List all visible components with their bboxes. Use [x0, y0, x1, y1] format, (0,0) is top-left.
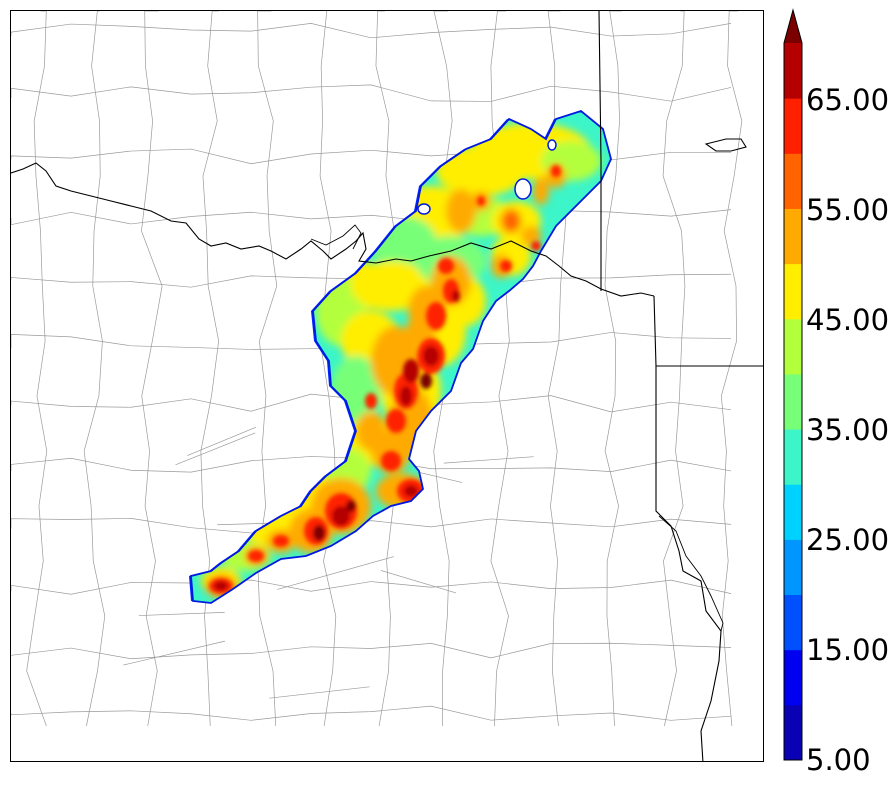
reflectivity-cell [356, 411, 386, 451]
county-line [490, 11, 510, 727]
state-boundaries [11, 11, 763, 761]
county-line [11, 23, 732, 39]
reflectivity-core [500, 260, 512, 272]
reflectivity-core [404, 485, 418, 497]
reflectivity-core [400, 386, 412, 406]
county-line [547, 11, 569, 727]
reflectivity-core [531, 241, 541, 251]
colorbar-label-45: 45.00 [806, 303, 890, 337]
colorbar-segment [784, 373, 802, 430]
county-line [269, 686, 370, 699]
reflectivity-core [420, 373, 432, 389]
reflectivity-cell [533, 177, 549, 205]
reflectivity-core [313, 525, 325, 541]
colorbar-segment [784, 208, 802, 265]
reflectivity-core [403, 359, 419, 383]
reflectivity-core [381, 451, 401, 471]
county-line [200, 11, 220, 727]
colorbar-segment [784, 429, 802, 485]
colorbar-segment [784, 43, 802, 99]
county-line [662, 11, 686, 727]
reflectivity-core [214, 581, 228, 591]
county-line [257, 11, 278, 727]
county-line [380, 570, 457, 594]
colorbar-segment [784, 539, 802, 596]
reflectivity-core [248, 550, 264, 562]
county-line [11, 642, 732, 660]
colorbar-segment [784, 153, 802, 209]
colorbar-segment [784, 263, 802, 320]
colorbar-segment [784, 704, 802, 761]
colorbar-segment [784, 98, 802, 154]
colorbar-segment [784, 318, 802, 375]
county-line [11, 705, 732, 721]
county-line [720, 11, 743, 727]
county-line [11, 84, 732, 102]
county-line [443, 456, 534, 464]
county-line [123, 640, 226, 666]
county-line [26, 11, 48, 727]
colorbar-segment [784, 649, 802, 706]
county-line [11, 148, 732, 165]
county-line [83, 11, 106, 727]
reflectivity-field [189, 110, 612, 604]
county-line [138, 612, 225, 616]
county-line [604, 11, 622, 727]
reflectivity-core [438, 258, 454, 274]
map-panel [10, 10, 764, 762]
map-canvas [11, 11, 763, 761]
reflectivity-core [386, 409, 406, 433]
colorbar [783, 8, 803, 761]
reflectivity-core [477, 196, 485, 206]
reflectivity-core [423, 346, 439, 366]
colorbar-label-15: 15.00 [806, 633, 890, 667]
county-line [11, 579, 732, 595]
colorbar-extend-arrow [784, 10, 802, 43]
colorbar-label-65: 65.00 [806, 83, 890, 117]
reflectivity-core [346, 500, 356, 512]
reflectivity-core [332, 506, 350, 526]
reflectivity-core [273, 535, 289, 547]
reflectivity-core [365, 393, 377, 409]
county-line [141, 11, 163, 727]
county-line [175, 432, 256, 466]
colorbar-label-55: 55.00 [806, 193, 890, 227]
county-line [11, 209, 732, 226]
colorbar-segment [784, 484, 802, 540]
colorbar-outline [783, 8, 803, 761]
county-line [187, 426, 257, 456]
reflectivity-cell [446, 189, 476, 233]
reflectivity-core [551, 165, 561, 177]
county-line [11, 518, 732, 534]
reflectivity-core [426, 302, 446, 330]
colorbar-label-5: 5.00 [806, 743, 871, 777]
reflectivity-cell [501, 209, 521, 233]
colorbar-label-35: 35.00 [806, 413, 890, 447]
colorbar-segment [784, 594, 802, 651]
reflectivity-cell [436, 146, 526, 196]
county-line [11, 456, 732, 473]
reflectivity-core [452, 290, 460, 302]
colorbar-label-25: 25.00 [806, 523, 890, 557]
county-line [277, 556, 394, 590]
